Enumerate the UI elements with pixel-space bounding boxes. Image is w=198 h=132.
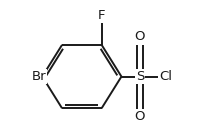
Text: Cl: Cl — [160, 70, 173, 83]
Text: F: F — [98, 9, 105, 22]
Text: S: S — [136, 70, 144, 83]
Text: Br: Br — [32, 70, 46, 83]
Text: O: O — [135, 30, 145, 43]
Text: O: O — [135, 110, 145, 123]
